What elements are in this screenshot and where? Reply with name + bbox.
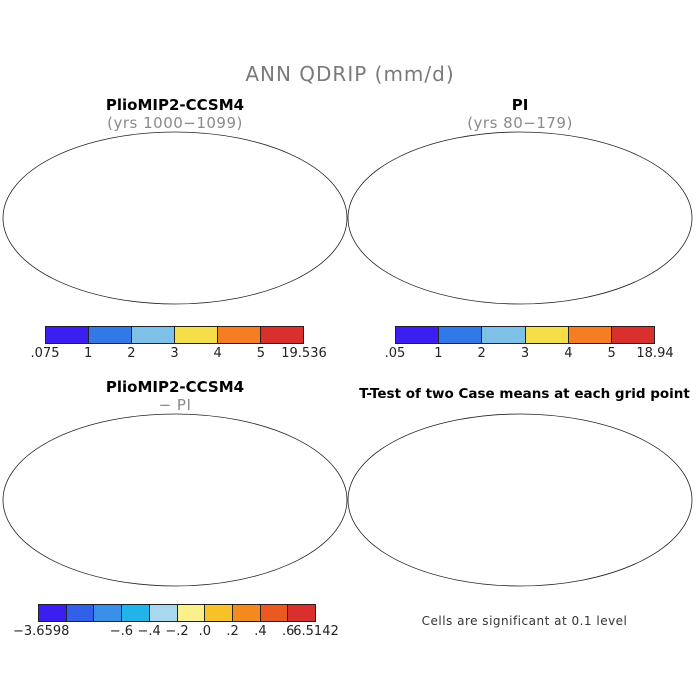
colorbar-tick-label: 2 xyxy=(477,346,486,361)
colorbar-swatch xyxy=(46,327,89,343)
colorbar-swatch xyxy=(122,605,150,621)
colorbar-tick-label: .0 xyxy=(198,624,211,639)
panel3-subtitle: − PI xyxy=(158,396,192,414)
colorbar-swatch xyxy=(611,327,655,343)
panel1-title: PlioMIP2-CCSM4 xyxy=(105,96,245,114)
colorbar-tick-label: 3 xyxy=(520,346,530,361)
panel4-title: T-Test of two Case means at each grid po… xyxy=(359,386,690,402)
panel2-subtitle: (yrs 80−179) xyxy=(467,114,573,132)
colorbar-swatch xyxy=(89,327,132,343)
colorbar-tick-label: −.2 xyxy=(165,624,189,639)
map-panel2 xyxy=(348,134,692,308)
colorbar-tick-label: 19.536 xyxy=(281,346,327,361)
colorbar-swatch xyxy=(66,605,95,621)
panel2-title: PI xyxy=(511,96,529,114)
panel1-subtitle: (yrs 1000−1099) xyxy=(107,114,243,132)
colorbar-swatch xyxy=(175,327,218,343)
colorbar-swatch xyxy=(94,605,123,621)
colorbar-swatch xyxy=(149,605,178,621)
colorbar-tick-label: .075 xyxy=(30,346,60,361)
colorbar-tick-label: 3 xyxy=(170,346,179,361)
colorbar-tick-label: .05 xyxy=(384,346,406,361)
colorbar-tick-label: −3.6598 xyxy=(13,624,70,639)
colorbar-tick-label: .4 xyxy=(254,624,267,639)
colorbar-tick-label: 5 xyxy=(256,346,265,361)
colorbar-swatch xyxy=(439,327,483,343)
colorbar-tick-label: 6.5142 xyxy=(293,624,339,639)
colorbar-panel2 xyxy=(395,326,655,344)
colorbar-swatch xyxy=(396,327,440,343)
colorbar-tick-label: 2 xyxy=(127,346,136,361)
colorbar-swatch xyxy=(568,327,612,343)
map-panel3 xyxy=(3,416,347,590)
colorbar-panel3 xyxy=(38,604,316,622)
map-panel4 xyxy=(348,416,692,590)
colorbar-swatch xyxy=(232,605,261,621)
colorbar-swatch xyxy=(39,605,67,621)
colorbar-tick-label: 4 xyxy=(213,346,222,361)
colorbar-swatch xyxy=(482,327,526,343)
colorbar-swatch xyxy=(288,605,316,621)
colorbar-tick-label: 18.94 xyxy=(636,346,674,361)
colorbar-panel1 xyxy=(45,326,304,344)
colorbar-swatch xyxy=(205,605,233,621)
colorbar-tick-label: .6 xyxy=(281,624,295,639)
figure-title: ANN QDRIP (mm/d) xyxy=(245,62,455,86)
colorbar-tick-label: −.4 xyxy=(137,624,161,639)
colorbar-tick-label: 4 xyxy=(564,346,573,361)
colorbar-swatch xyxy=(525,327,569,343)
colorbar-tick-label: 1 xyxy=(434,346,443,361)
colorbar-tick-label: .2 xyxy=(226,624,239,639)
colorbar-swatch xyxy=(261,327,303,343)
colorbar-swatch xyxy=(218,327,261,343)
colorbar-tick-label: 1 xyxy=(84,346,93,361)
significance-note: Cells are significant at 0.1 level xyxy=(421,614,628,628)
colorbar-swatch xyxy=(132,327,175,343)
colorbar-swatch xyxy=(260,605,289,621)
colorbar-tick-label: 5 xyxy=(607,346,616,361)
colorbar-swatch xyxy=(177,605,206,621)
panel3-title: PlioMIP2-CCSM4 xyxy=(105,378,245,396)
map-panel1 xyxy=(3,134,347,308)
colorbar-tick-label: −.6 xyxy=(109,624,134,639)
